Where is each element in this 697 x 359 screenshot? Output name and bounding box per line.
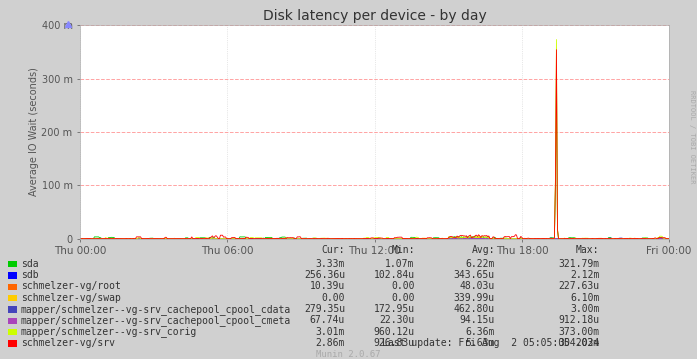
Text: 94.15u: 94.15u — [459, 316, 495, 325]
Text: 256.36u: 256.36u — [304, 270, 345, 280]
Text: 321.79m: 321.79m — [558, 259, 599, 269]
Text: mapper/schmelzer--vg-srv_cachepool_cpool_cmeta: mapper/schmelzer--vg-srv_cachepool_cpool… — [21, 315, 291, 326]
Text: 373.00m: 373.00m — [558, 327, 599, 337]
Text: Cur:: Cur: — [321, 245, 345, 255]
Text: 960.12u: 960.12u — [374, 327, 415, 337]
Text: 2.86m: 2.86m — [316, 338, 345, 348]
Text: 6.36m: 6.36m — [466, 327, 495, 337]
Text: Avg:: Avg: — [471, 245, 495, 255]
Text: 2.12m: 2.12m — [570, 270, 599, 280]
Text: 279.35u: 279.35u — [304, 304, 345, 314]
Text: 6.22m: 6.22m — [466, 259, 495, 269]
Text: 0.00: 0.00 — [391, 281, 415, 292]
Text: 172.95u: 172.95u — [374, 304, 415, 314]
Text: schmelzer-vg/srv: schmelzer-vg/srv — [21, 338, 115, 348]
Text: 354.03m: 354.03m — [558, 338, 599, 348]
Text: schmelzer-vg/root: schmelzer-vg/root — [21, 281, 121, 292]
Text: 10.39u: 10.39u — [309, 281, 345, 292]
Text: Min:: Min: — [391, 245, 415, 255]
Text: 926.83u: 926.83u — [374, 338, 415, 348]
Text: 912.18u: 912.18u — [558, 316, 599, 325]
Text: schmelzer-vg/swap: schmelzer-vg/swap — [21, 293, 121, 303]
Title: Disk latency per device - by day: Disk latency per device - by day — [263, 9, 487, 23]
Text: 0.00: 0.00 — [321, 293, 345, 303]
Text: Munin 2.0.67: Munin 2.0.67 — [316, 350, 381, 359]
Text: 6.10m: 6.10m — [570, 293, 599, 303]
Text: Last update: Fri Aug  2 05:05:00 2024: Last update: Fri Aug 2 05:05:00 2024 — [382, 338, 599, 348]
Text: 3.33m: 3.33m — [316, 259, 345, 269]
Text: 5.63m: 5.63m — [466, 338, 495, 348]
Text: 462.80u: 462.80u — [454, 304, 495, 314]
Text: 343.65u: 343.65u — [454, 270, 495, 280]
Text: 0.00: 0.00 — [391, 293, 415, 303]
Text: sdb: sdb — [21, 270, 38, 280]
Text: 102.84u: 102.84u — [374, 270, 415, 280]
Y-axis label: Average IO Wait (seconds): Average IO Wait (seconds) — [29, 67, 38, 196]
Text: RRDTOOL / TOBI OETIKER: RRDTOOL / TOBI OETIKER — [689, 90, 695, 183]
Text: 48.03u: 48.03u — [459, 281, 495, 292]
Text: 339.99u: 339.99u — [454, 293, 495, 303]
Text: 3.00m: 3.00m — [570, 304, 599, 314]
Text: sda: sda — [21, 259, 38, 269]
Text: mapper/schmelzer--vg-srv_cachepool_cpool_cdata: mapper/schmelzer--vg-srv_cachepool_cpool… — [21, 304, 291, 314]
Text: mapper/schmelzer--vg-srv_corig: mapper/schmelzer--vg-srv_corig — [21, 326, 197, 337]
Text: 3.01m: 3.01m — [316, 327, 345, 337]
Text: 67.74u: 67.74u — [309, 316, 345, 325]
Text: 22.30u: 22.30u — [379, 316, 415, 325]
Text: Max:: Max: — [576, 245, 599, 255]
Text: 1.07m: 1.07m — [385, 259, 415, 269]
Text: 227.63u: 227.63u — [558, 281, 599, 292]
